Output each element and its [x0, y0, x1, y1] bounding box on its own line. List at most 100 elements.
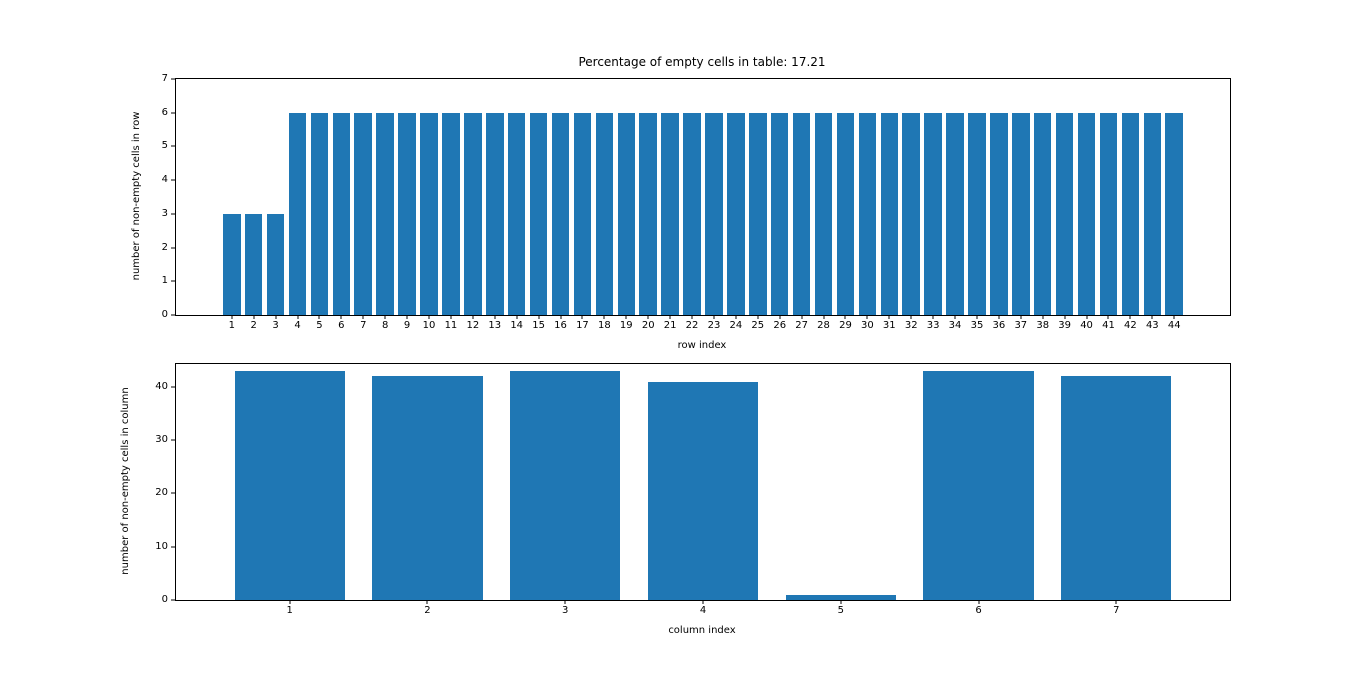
x-tick-label: 27: [795, 320, 808, 331]
x-tick-label: 19: [619, 320, 633, 331]
y-tick-mark: [171, 213, 175, 215]
x-tick-label: 3: [272, 320, 279, 331]
y-tick-label: 0: [161, 594, 168, 605]
x-tick-label: 39: [1058, 320, 1072, 331]
bar: [398, 112, 416, 315]
x-tick-mark: [647, 315, 649, 319]
x-tick-mark: [779, 315, 781, 319]
y-tick-label: 4: [161, 174, 168, 186]
bar: [244, 213, 263, 315]
x-tick-label: 44: [1167, 320, 1181, 331]
x-tick-label: 9: [403, 320, 411, 331]
x-tick-label: 6: [975, 605, 982, 616]
bar: [902, 112, 920, 315]
bar: [770, 112, 789, 315]
x-tick-label: 16: [554, 320, 567, 331]
bar: [1143, 112, 1162, 315]
bar: [749, 112, 767, 315]
bar: [990, 112, 1008, 315]
bar: [858, 112, 877, 315]
x-tick-mark: [450, 315, 452, 319]
bar: [924, 112, 942, 315]
bar: [1077, 112, 1096, 315]
bar: [727, 112, 745, 315]
x-tick-mark: [472, 315, 474, 319]
x-tick-mark: [702, 600, 704, 604]
x-tick-mark: [823, 315, 825, 319]
x-tick-label: 37: [1014, 320, 1028, 331]
bar: [923, 370, 1034, 600]
x-tick-label: 22: [685, 320, 699, 331]
x-tick-mark: [713, 315, 715, 319]
x-tick-mark: [538, 315, 540, 319]
bar: [946, 112, 964, 315]
x-tick-mark: [625, 315, 627, 319]
x-tick-label: 23: [707, 320, 721, 331]
x-tick-mark: [560, 315, 562, 319]
x-tick-label: 11: [444, 320, 458, 331]
x-tick-mark: [801, 315, 803, 319]
x-tick-label: 38: [1036, 320, 1050, 331]
bar: [785, 594, 896, 600]
bar: [705, 112, 723, 315]
y-tick-label: 40: [155, 380, 168, 392]
x-tick-label: 10: [422, 320, 436, 331]
x-tick-label: 41: [1102, 320, 1115, 331]
x-tick-label: 24: [729, 320, 743, 331]
bar: [661, 112, 679, 315]
bar: [639, 112, 657, 315]
bar: [420, 112, 438, 315]
x-tick-label: 34: [948, 320, 962, 331]
x-tick-label: 36: [992, 320, 1006, 331]
y-tick-label: 30: [155, 434, 168, 446]
y-axis-label: number of non-empty cells in column: [120, 387, 131, 575]
bar: [683, 112, 701, 315]
x-tick-mark: [669, 315, 671, 319]
bar: [222, 213, 241, 315]
x-tick-label: 3: [562, 605, 569, 616]
bar: [1165, 112, 1183, 315]
x-tick-mark: [516, 315, 518, 319]
bar: [880, 112, 899, 315]
y-tick-mark: [171, 439, 175, 441]
x-tick-mark: [603, 315, 605, 319]
bar: [507, 112, 526, 315]
x-tick-label: 21: [663, 320, 677, 331]
y-tick-label: 1: [161, 275, 168, 287]
x-axis-label: row index: [677, 340, 727, 351]
x-tick-mark: [998, 315, 1000, 319]
y-tick-mark: [171, 145, 175, 147]
x-tick-label: 26: [773, 320, 787, 331]
y-tick-label: 10: [155, 540, 168, 552]
bar: [814, 112, 833, 315]
x-tick-mark: [1107, 315, 1109, 319]
x-tick-label: 15: [532, 320, 545, 331]
bar: [1061, 376, 1172, 600]
bar: [442, 112, 460, 315]
bar: [1121, 112, 1140, 315]
bar: [573, 112, 592, 315]
x-tick-mark: [406, 315, 408, 319]
x-tick-mark: [231, 315, 233, 319]
x-tick-label: 5: [837, 605, 844, 616]
x-tick-mark: [275, 315, 277, 319]
x-tick-label: 29: [839, 320, 852, 331]
x-tick-mark: [840, 600, 842, 604]
bar: [464, 112, 482, 315]
x-tick-mark: [297, 315, 298, 319]
x-tick-label: 35: [970, 320, 984, 331]
bar: [486, 112, 504, 315]
x-tick-label: 28: [817, 320, 830, 331]
x-tick-mark: [954, 315, 956, 319]
x-tick-label: 20: [641, 320, 655, 331]
x-tick-mark: [289, 600, 291, 604]
x-tick-label: 30: [861, 320, 874, 331]
bar: [1099, 112, 1118, 315]
bar: [529, 112, 548, 315]
x-tick-label: 5: [316, 320, 323, 331]
x-tick-label: 2: [250, 320, 257, 331]
bar: [836, 112, 855, 315]
y-tick-mark: [171, 386, 175, 388]
x-tick-label: 7: [360, 320, 367, 331]
